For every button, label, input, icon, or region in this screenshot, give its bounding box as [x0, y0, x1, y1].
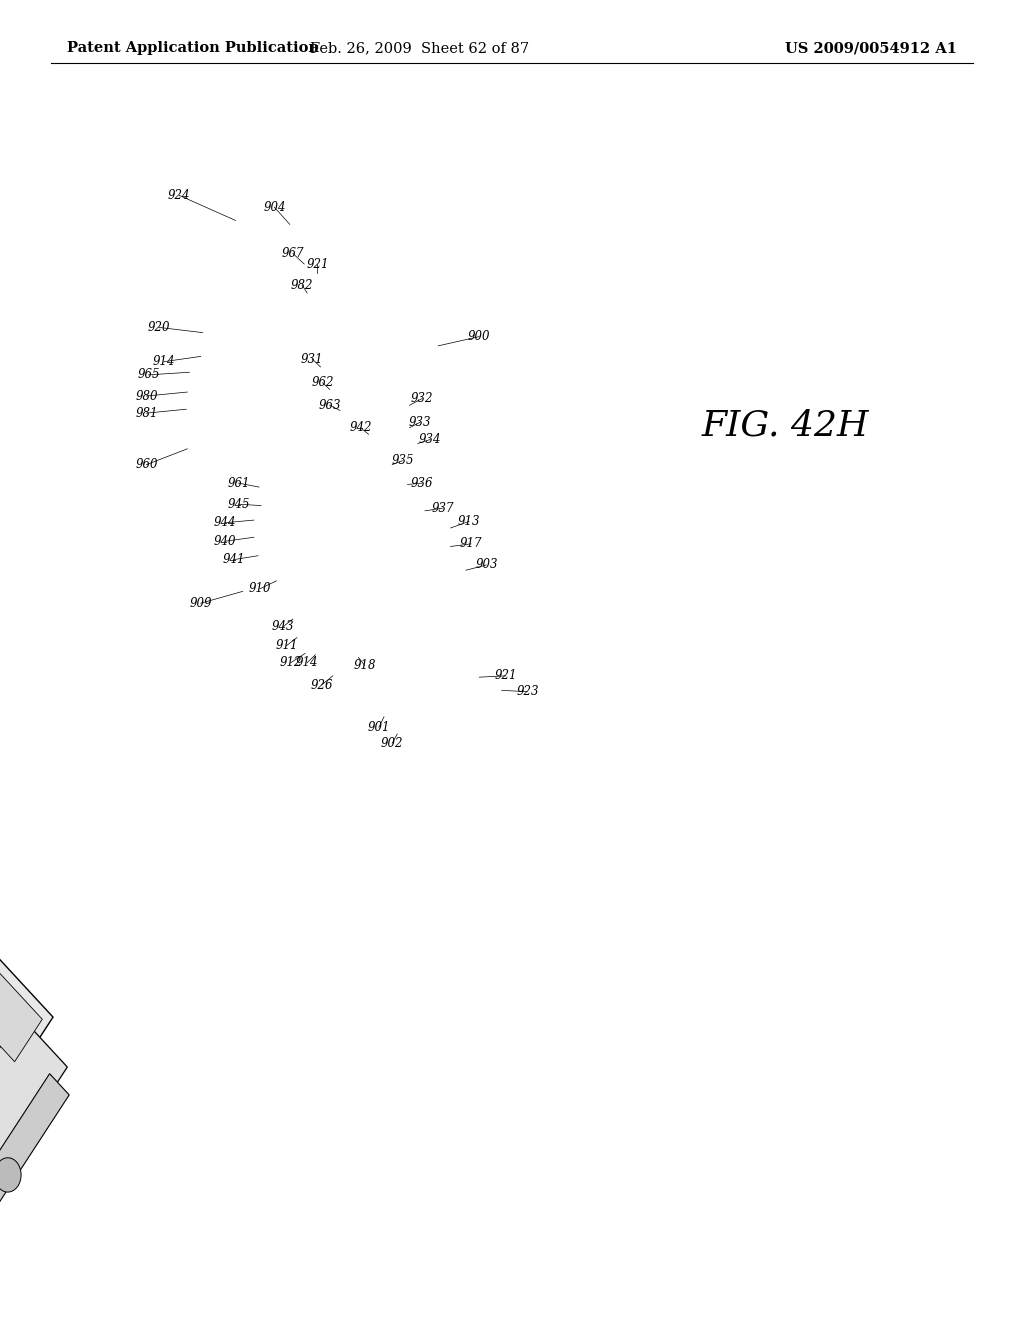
- Text: 926: 926: [310, 678, 333, 692]
- Text: 931: 931: [301, 352, 324, 366]
- Text: 932: 932: [411, 392, 433, 405]
- Text: 921: 921: [306, 257, 329, 271]
- Text: 900: 900: [468, 330, 490, 343]
- Text: 960: 960: [135, 458, 158, 471]
- Text: 911: 911: [275, 639, 298, 652]
- Text: 901: 901: [368, 721, 390, 734]
- Text: 941: 941: [222, 553, 245, 566]
- Text: 903: 903: [475, 558, 498, 572]
- Text: 918: 918: [353, 659, 376, 672]
- Text: 920: 920: [147, 321, 170, 334]
- Text: 921: 921: [495, 669, 517, 682]
- Text: 942: 942: [349, 421, 372, 434]
- Text: FIG. 42H: FIG. 42H: [701, 408, 869, 442]
- Text: 943: 943: [271, 620, 294, 634]
- Text: 924: 924: [168, 189, 190, 202]
- Text: 945: 945: [227, 498, 250, 511]
- Text: 912: 912: [280, 656, 302, 669]
- Text: 944: 944: [214, 516, 237, 529]
- Text: 914: 914: [296, 656, 318, 669]
- Text: 940: 940: [214, 535, 237, 548]
- Text: 934: 934: [419, 433, 441, 446]
- Text: 981: 981: [135, 407, 158, 420]
- Text: 936: 936: [411, 477, 433, 490]
- Text: 913: 913: [458, 515, 480, 528]
- Text: 904: 904: [263, 201, 286, 214]
- Circle shape: [0, 1158, 22, 1192]
- Text: 962: 962: [311, 376, 334, 389]
- Text: 963: 963: [318, 399, 341, 412]
- Text: 910: 910: [249, 582, 271, 595]
- Text: 917: 917: [460, 537, 482, 550]
- Text: 967: 967: [282, 247, 304, 260]
- Text: 965: 965: [137, 368, 160, 381]
- Text: 914: 914: [153, 355, 175, 368]
- Polygon shape: [0, 1073, 70, 1232]
- Text: Feb. 26, 2009  Sheet 62 of 87: Feb. 26, 2009 Sheet 62 of 87: [310, 41, 529, 55]
- Polygon shape: [0, 929, 42, 1061]
- Polygon shape: [0, 915, 53, 1250]
- Text: 980: 980: [135, 389, 158, 403]
- Polygon shape: [0, 1016, 68, 1238]
- Text: 937: 937: [431, 502, 454, 515]
- Text: 902: 902: [381, 737, 403, 750]
- Text: Patent Application Publication: Patent Application Publication: [67, 41, 318, 55]
- Text: 961: 961: [227, 477, 250, 490]
- Text: 935: 935: [391, 454, 414, 467]
- Text: 933: 933: [409, 416, 431, 429]
- Text: 923: 923: [516, 685, 539, 698]
- Text: 982: 982: [291, 279, 313, 292]
- Text: US 2009/0054912 A1: US 2009/0054912 A1: [785, 41, 957, 55]
- Text: 909: 909: [189, 597, 212, 610]
